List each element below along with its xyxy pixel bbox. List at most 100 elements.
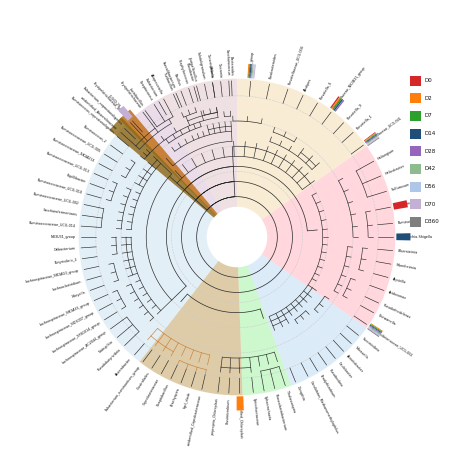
Text: Nebela: Nebela xyxy=(208,65,214,78)
Text: Bradyrhizobium: Bradyrhizobium xyxy=(319,374,336,399)
FancyBboxPatch shape xyxy=(410,93,420,103)
Text: Caulobacter: Caulobacter xyxy=(337,361,353,379)
Polygon shape xyxy=(333,99,343,111)
Text: D360: D360 xyxy=(425,219,439,224)
FancyBboxPatch shape xyxy=(410,128,420,139)
Text: Dongshia: Dongshia xyxy=(296,386,305,402)
Text: Erysipelotrichaceae: Erysipelotrichaceae xyxy=(118,81,141,109)
Text: Ruminococcaceae_UCG-005: Ruminococcaceae_UCG-005 xyxy=(59,125,101,153)
Text: Elusimicrobium: Elusimicrobium xyxy=(225,398,230,424)
Polygon shape xyxy=(366,136,378,144)
FancyBboxPatch shape xyxy=(410,199,420,209)
Circle shape xyxy=(230,230,244,244)
Text: Streptococcus: Streptococcus xyxy=(137,79,153,101)
Text: Eubacterium: Eubacterium xyxy=(144,78,158,98)
Text: Lachnospiraceae_XPB1014_group: Lachnospiraceae_XPB1014_group xyxy=(51,321,101,354)
Text: Moryella: Moryella xyxy=(71,290,86,299)
Text: Prevotellaceae_NK3B31_group: Prevotellaceae_NK3B31_group xyxy=(333,66,367,109)
Text: Teeronia: Teeronia xyxy=(217,62,222,77)
Text: Succinivibrio: Succinivibrio xyxy=(361,337,380,354)
Text: Haliangium: Haliangium xyxy=(377,147,396,161)
Text: Coprobacteraceae: Coprobacteraceae xyxy=(142,377,161,406)
Text: Prevotella_1: Prevotella_1 xyxy=(356,114,374,130)
Polygon shape xyxy=(116,100,222,218)
Text: Ruminococcaceae_UCG-002: Ruminococcaceae_UCG-002 xyxy=(33,191,80,205)
Polygon shape xyxy=(119,109,218,216)
Text: Flavobacter: Flavobacter xyxy=(185,63,194,82)
Text: unidentified_Chloroplast: unidentified_Chloroplast xyxy=(238,398,243,439)
Text: Eubacterium_coprostanoligenes: Eubacterium_coprostanoligenes xyxy=(81,86,122,127)
Text: Prevotellaceae_UCG-004: Prevotellaceae_UCG-004 xyxy=(288,44,305,85)
Text: Ruminococcaceae_NK4A214: Ruminococcaceae_NK4A214 xyxy=(52,137,95,163)
Polygon shape xyxy=(109,117,216,218)
Polygon shape xyxy=(330,96,339,109)
Text: Saccharococcus: Saccharococcus xyxy=(225,49,230,76)
Text: Sulfurovum: Sulfurovum xyxy=(391,182,410,192)
Text: Escherichia-Shigella: Escherichia-Shigella xyxy=(398,235,432,239)
Polygon shape xyxy=(250,64,253,78)
Polygon shape xyxy=(366,136,379,145)
Text: Anaerobacter: Anaerobacter xyxy=(115,357,133,377)
Text: D14: D14 xyxy=(425,131,436,136)
Text: Bacillus: Bacillus xyxy=(173,73,181,87)
Text: Staphylococcus: Staphylococcus xyxy=(177,58,189,84)
Text: Lachnospiraceae_NK3A35_group: Lachnospiraceae_NK3A35_group xyxy=(39,301,91,327)
Text: NU3U31_group: NU3U31_group xyxy=(51,235,76,239)
Polygon shape xyxy=(116,79,367,219)
Text: Halomonas: Halomonas xyxy=(395,201,414,208)
Polygon shape xyxy=(254,64,256,79)
Polygon shape xyxy=(237,396,244,410)
Text: Pseudorhodoferax: Pseudorhodoferax xyxy=(383,303,411,320)
Polygon shape xyxy=(251,64,254,78)
Text: Lactobacillus: Lactobacillus xyxy=(128,88,144,108)
Text: Jeotgalibacillus: Jeotgalibacillus xyxy=(187,56,197,82)
Polygon shape xyxy=(247,64,249,78)
Polygon shape xyxy=(368,327,380,336)
Text: Moraxella: Moraxella xyxy=(354,346,369,360)
Text: Butyrivibrio_2: Butyrivibrio_2 xyxy=(54,257,77,264)
Text: Spirochaetaceae: Spirochaetaceae xyxy=(252,397,259,426)
Text: unidentified_Anaerolinaceae: unidentified_Anaerolinaceae xyxy=(80,95,118,130)
Text: unidentified_Coprobacteraceae: unidentified_Coprobacteraceae xyxy=(187,394,203,446)
Polygon shape xyxy=(367,137,380,146)
Text: Alysiella: Alysiella xyxy=(392,277,407,284)
Text: D28: D28 xyxy=(425,149,436,154)
Polygon shape xyxy=(79,125,219,362)
Text: Lachnospiraceae_ND3007_group: Lachnospiraceae_ND3007_group xyxy=(45,311,95,340)
Text: Prevotella_9: Prevotella_9 xyxy=(346,102,363,120)
Text: Papillibacter: Papillibacter xyxy=(65,173,86,184)
Text: CL500-29_marine: CL500-29_marine xyxy=(108,93,130,118)
FancyBboxPatch shape xyxy=(410,164,420,174)
Polygon shape xyxy=(238,265,291,395)
Text: Lachnospiraceae_AC2044_group: Lachnospiraceae_AC2044_group xyxy=(61,330,108,365)
Polygon shape xyxy=(370,325,382,333)
FancyBboxPatch shape xyxy=(410,111,420,121)
Text: prepropria_Chloroplast: prepropria_Chloroplast xyxy=(211,397,219,435)
Text: Ruminobacter: Ruminobacter xyxy=(398,219,421,225)
Polygon shape xyxy=(125,79,237,216)
Text: Lachnoclostridium: Lachnoclostridium xyxy=(52,280,82,292)
Text: Alistipes: Alistipes xyxy=(303,77,313,91)
Text: Succinivibrionaceae_UCG-002: Succinivibrionaceae_UCG-002 xyxy=(370,326,414,357)
Polygon shape xyxy=(248,64,250,78)
Polygon shape xyxy=(118,106,133,121)
Text: D70: D70 xyxy=(425,202,436,207)
Text: Brachyspira: Brachyspira xyxy=(170,387,181,407)
Text: D56: D56 xyxy=(425,184,436,189)
Polygon shape xyxy=(331,97,341,109)
Text: Oribacterium: Oribacterium xyxy=(54,246,76,252)
Polygon shape xyxy=(364,132,375,141)
Text: hgcl_clade: hgcl_clade xyxy=(183,391,192,409)
Polygon shape xyxy=(365,134,377,143)
Polygon shape xyxy=(365,135,378,144)
Text: D2: D2 xyxy=(425,96,432,101)
Text: Ruminococcaceae_UCG-013: Ruminococcaceae_UCG-013 xyxy=(46,150,91,173)
Text: Ruminococcaceae_UCG-014: Ruminococcaceae_UCG-014 xyxy=(29,220,76,228)
Text: Candidatus_Methanomethylophilus: Candidatus_Methanomethylophilus xyxy=(309,380,339,434)
Text: Ruminococcus_coprostanoligenes: Ruminococcus_coprostanoligenes xyxy=(69,96,115,135)
Text: Saccharofermentans: Saccharofermentans xyxy=(42,208,77,217)
Polygon shape xyxy=(367,328,379,337)
Polygon shape xyxy=(396,233,410,240)
Polygon shape xyxy=(365,133,376,142)
Text: Bibersteinia: Bibersteinia xyxy=(398,249,418,255)
